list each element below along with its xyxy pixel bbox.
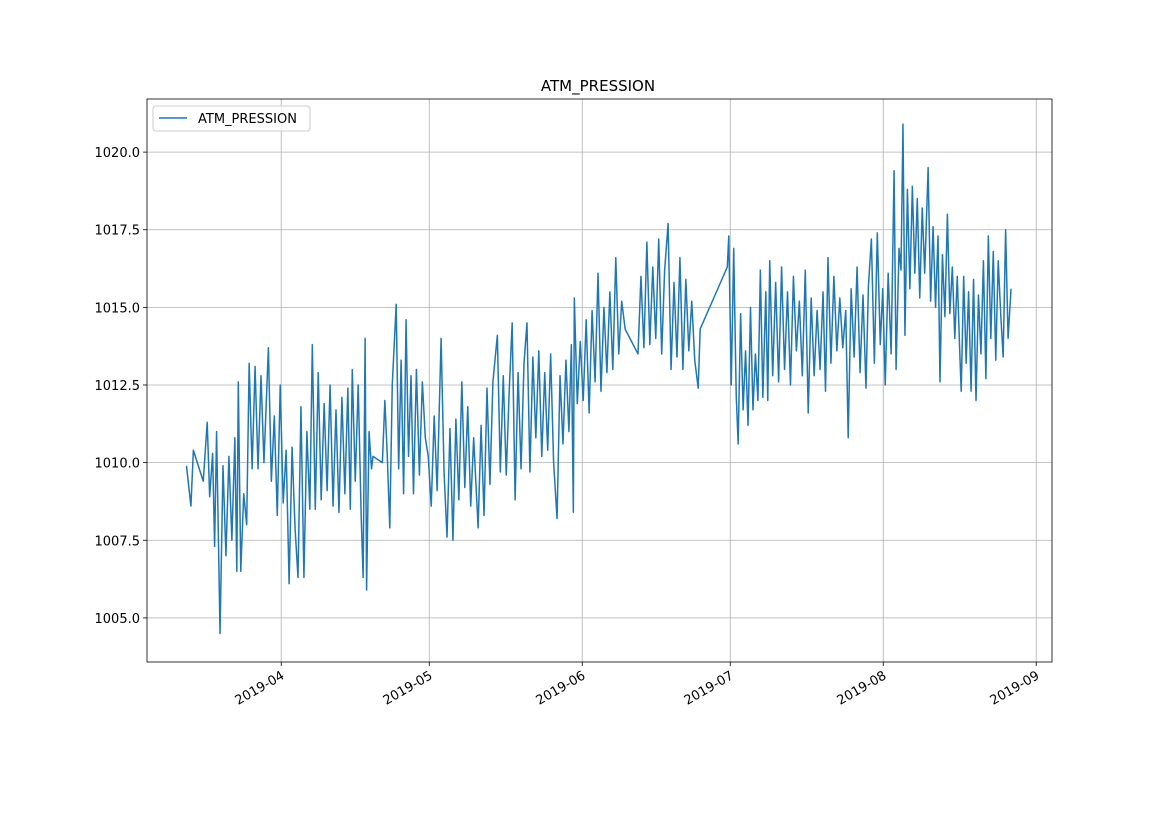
- y-tick-label: 1005.0: [95, 612, 141, 627]
- y-tick-label: 1012.5: [95, 379, 141, 394]
- legend-label: ATM_PRESSION: [198, 112, 297, 127]
- plot-area: [185, 123, 1012, 635]
- chart-title: ATM_PRESSION: [541, 77, 655, 96]
- data-line: [185, 123, 1012, 635]
- legend-box: [152, 105, 311, 132]
- y-tick-label: 1017.5: [95, 224, 141, 239]
- axes-frame: [146, 98, 1053, 663]
- y-tick-label: 1020.0: [95, 146, 141, 161]
- y-tick-label: 1007.5: [95, 534, 141, 549]
- y-tick-label: 1010.0: [95, 457, 141, 472]
- legend: ATM_PRESSION: [152, 105, 311, 132]
- y-tick-label: 1015.0: [95, 301, 141, 316]
